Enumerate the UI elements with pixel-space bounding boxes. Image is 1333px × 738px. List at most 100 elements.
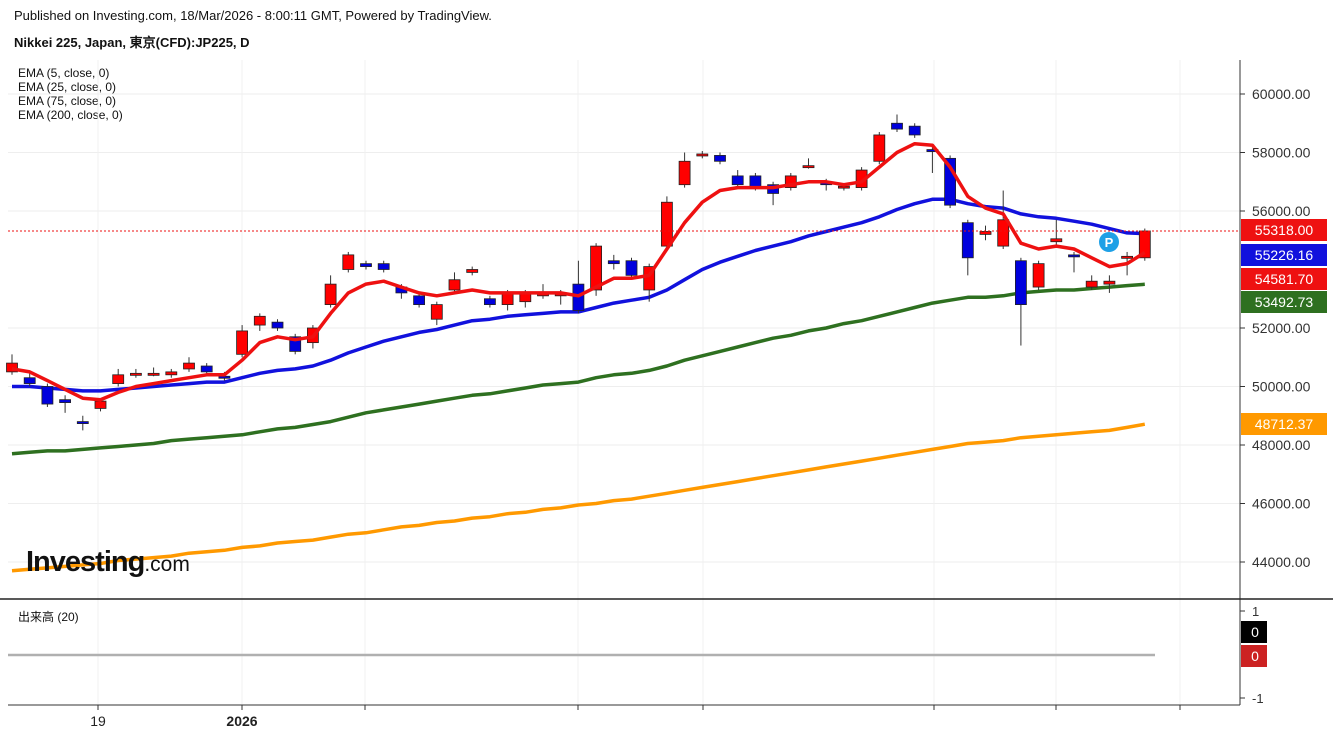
- candle-body: [714, 155, 726, 162]
- candle-body: [59, 399, 71, 403]
- candle-body: [165, 371, 178, 376]
- candle: [961, 219, 974, 276]
- candle: [1050, 219, 1063, 247]
- candle-body: [731, 175, 744, 186]
- candle-body: [749, 175, 762, 188]
- candle-body: [448, 279, 461, 291]
- candle: [236, 325, 249, 358]
- investing-logo: Investing.com: [26, 546, 190, 579]
- price-tag-label: 55226.16: [1255, 247, 1314, 263]
- candle-body: [23, 377, 36, 384]
- candle-body: [1085, 280, 1098, 288]
- legend-ema200[interactable]: EMA (200, close, 0): [18, 108, 123, 122]
- legend-ema75[interactable]: EMA (75, close, 0): [18, 94, 117, 108]
- y-tick-label: 60000.00: [1252, 86, 1311, 102]
- candle: [324, 275, 337, 308]
- volume-tag: 0: [1241, 621, 1267, 643]
- candle: [873, 132, 886, 165]
- logo-suffix: .com: [144, 553, 190, 576]
- x-tick-label: 2026: [226, 713, 257, 729]
- candle: [253, 313, 266, 331]
- y-tick-label: 48000.00: [1252, 437, 1311, 453]
- candle-body: [961, 222, 974, 259]
- legend-ema5[interactable]: EMA (5, close, 0): [18, 66, 110, 80]
- candle: [944, 155, 956, 209]
- candle: [908, 123, 921, 138]
- candle: [289, 333, 302, 355]
- y-tick-label: 58000.00: [1252, 145, 1311, 161]
- candle-body: [377, 263, 390, 270]
- candle-body: [607, 260, 620, 265]
- candle-body: [908, 125, 921, 136]
- price-tag: 55318.00: [1241, 219, 1327, 241]
- price-tag: 54581.70: [1241, 268, 1327, 290]
- volume-pane-title: 出来高 (20): [18, 610, 79, 624]
- candle-body: [590, 245, 602, 291]
- vol-tick-label: 1: [1252, 604, 1259, 619]
- candle-body: [6, 362, 18, 373]
- candle-body: [112, 374, 125, 384]
- candle-body: [1103, 280, 1116, 285]
- candle-body: [979, 231, 992, 235]
- candle: [979, 225, 992, 241]
- candle-body: [802, 165, 815, 169]
- candle: [448, 272, 461, 293]
- price-tag-label: 54581.70: [1255, 271, 1314, 287]
- candle: [731, 170, 744, 188]
- candle: [200, 363, 213, 375]
- candle: [784, 172, 797, 191]
- candle-body: [218, 375, 231, 379]
- candle-body: [997, 219, 1010, 247]
- volume-tag-label: 0: [1251, 648, 1259, 664]
- indicator-legend: EMA (5, close, 0) EMA (25, close, 0) EMA…: [18, 66, 123, 122]
- candle: [59, 395, 71, 413]
- published-caption: Published on Investing.com, 18/Mar/2026 …: [14, 8, 492, 23]
- candle: [696, 151, 709, 159]
- candle: [430, 301, 443, 326]
- candle-body: [1121, 255, 1133, 259]
- candle-body: [430, 304, 443, 320]
- candle: [466, 266, 479, 276]
- candle: [802, 158, 815, 169]
- volume-tag-bg: [1241, 621, 1267, 643]
- p-marker-icon: P: [1099, 232, 1119, 252]
- candle: [147, 367, 160, 377]
- candle-body: [324, 283, 337, 306]
- candle: [129, 368, 142, 378]
- candle-body: [236, 330, 249, 355]
- price-tag-bg: [1241, 413, 1327, 435]
- candle-body: [696, 153, 709, 157]
- ema75-line: [11, 282, 1145, 456]
- candle-body: [466, 269, 479, 273]
- vol-tick-label: -1: [1252, 691, 1264, 706]
- y-tick-label: 52000.00: [1252, 320, 1311, 336]
- candle: [572, 260, 585, 314]
- candle-body: [1015, 260, 1027, 306]
- price-tag-label: 48712.37: [1255, 416, 1314, 432]
- volume-tag: 0: [1241, 645, 1267, 667]
- candle-body: [147, 372, 160, 376]
- candle-body: [289, 336, 302, 352]
- price-tag-bg: [1241, 219, 1327, 241]
- candle: [6, 354, 18, 375]
- candle-body: [1032, 263, 1045, 288]
- candle: [1032, 260, 1045, 290]
- price-tag: 55226.16: [1241, 244, 1327, 266]
- candle-body: [94, 400, 107, 409]
- candle-body: [643, 266, 656, 291]
- candle-body: [1050, 238, 1063, 243]
- candle-body: [1068, 254, 1080, 258]
- candle-body: [129, 372, 142, 376]
- price-tag-bg: [1241, 291, 1327, 313]
- candle-body: [342, 254, 355, 270]
- candle-body: [41, 386, 54, 405]
- p-marker-label: P: [1105, 235, 1114, 250]
- candle: [891, 114, 903, 133]
- logo-brand: Investing: [26, 546, 145, 578]
- candle: [1015, 257, 1027, 346]
- price-tag-bg: [1241, 268, 1327, 290]
- legend-ema25[interactable]: EMA (25, close, 0): [18, 80, 117, 94]
- price-tag: 48712.37: [1241, 413, 1327, 435]
- x-tick-label: 19: [90, 713, 106, 729]
